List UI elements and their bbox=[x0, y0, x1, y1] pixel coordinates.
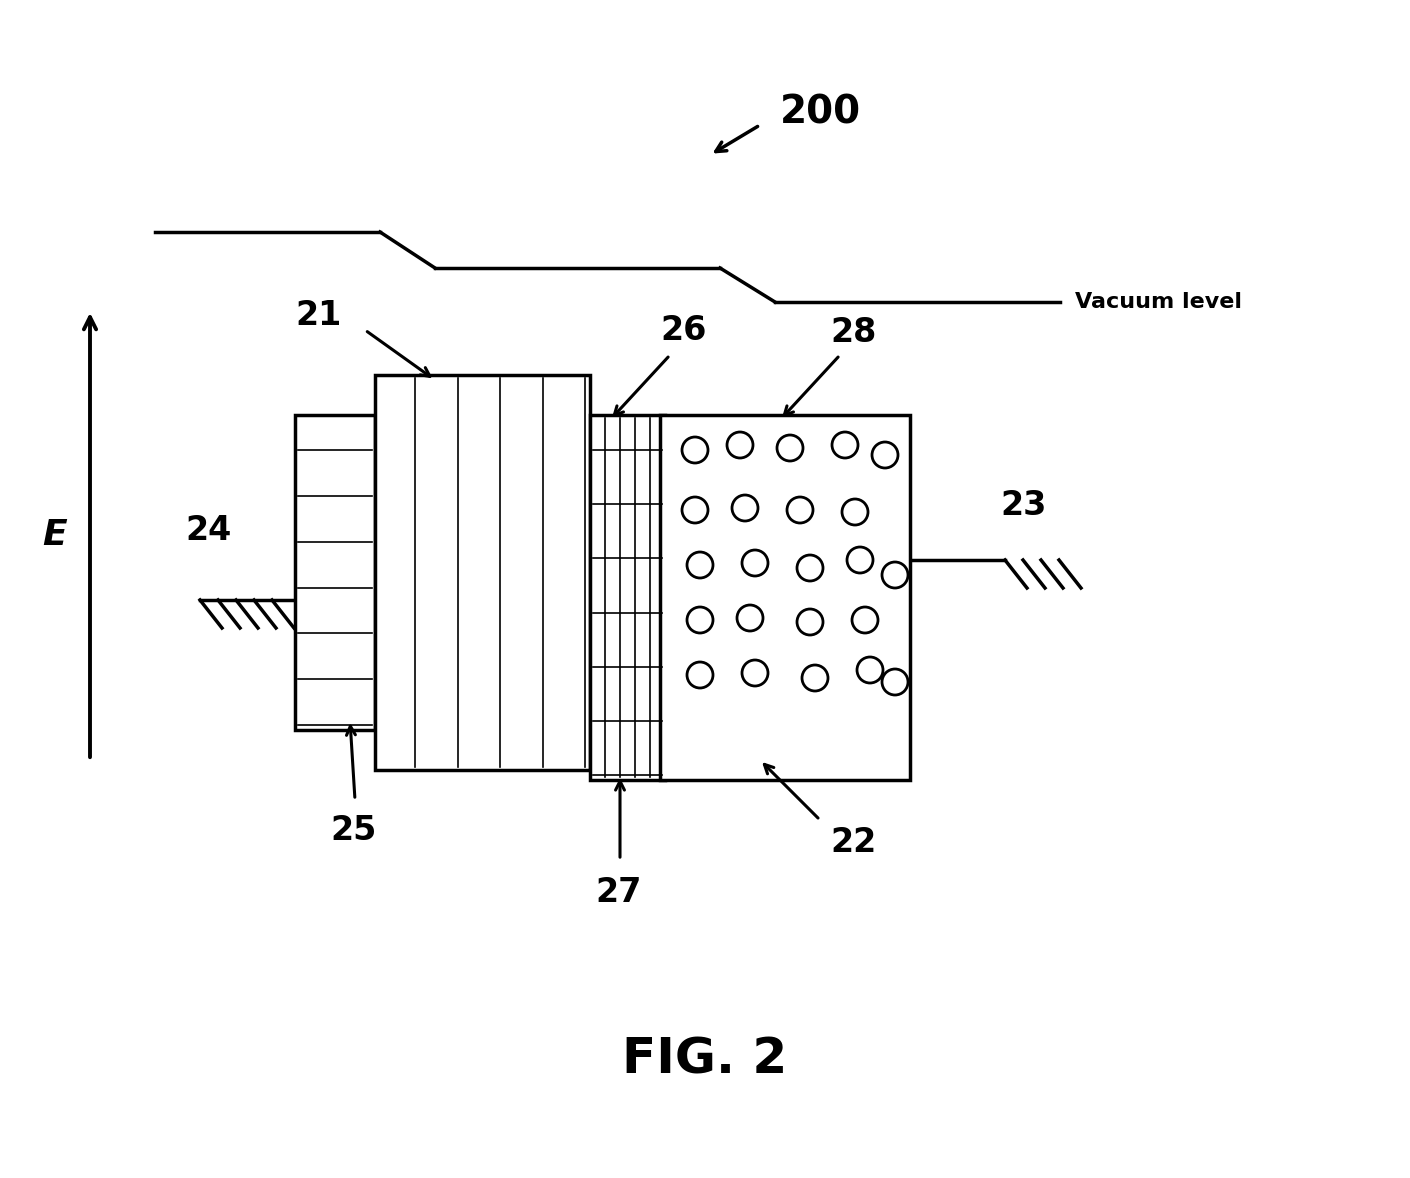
Text: 28: 28 bbox=[830, 316, 877, 349]
Text: 200: 200 bbox=[780, 93, 862, 131]
Text: 21: 21 bbox=[295, 298, 341, 331]
Text: FIG. 2: FIG. 2 bbox=[622, 1035, 788, 1084]
Bar bbox=[375, 375, 589, 770]
Text: 22: 22 bbox=[830, 826, 876, 859]
Bar bbox=[295, 415, 375, 730]
Text: 25: 25 bbox=[330, 814, 376, 847]
Bar bbox=[660, 415, 909, 780]
Text: 23: 23 bbox=[1000, 489, 1046, 522]
Text: 26: 26 bbox=[660, 313, 706, 346]
Bar bbox=[589, 415, 666, 780]
Text: E: E bbox=[42, 518, 68, 552]
Text: 24: 24 bbox=[185, 514, 231, 547]
Text: 27: 27 bbox=[595, 875, 642, 908]
Text: Vacuum level: Vacuum level bbox=[1074, 292, 1242, 312]
